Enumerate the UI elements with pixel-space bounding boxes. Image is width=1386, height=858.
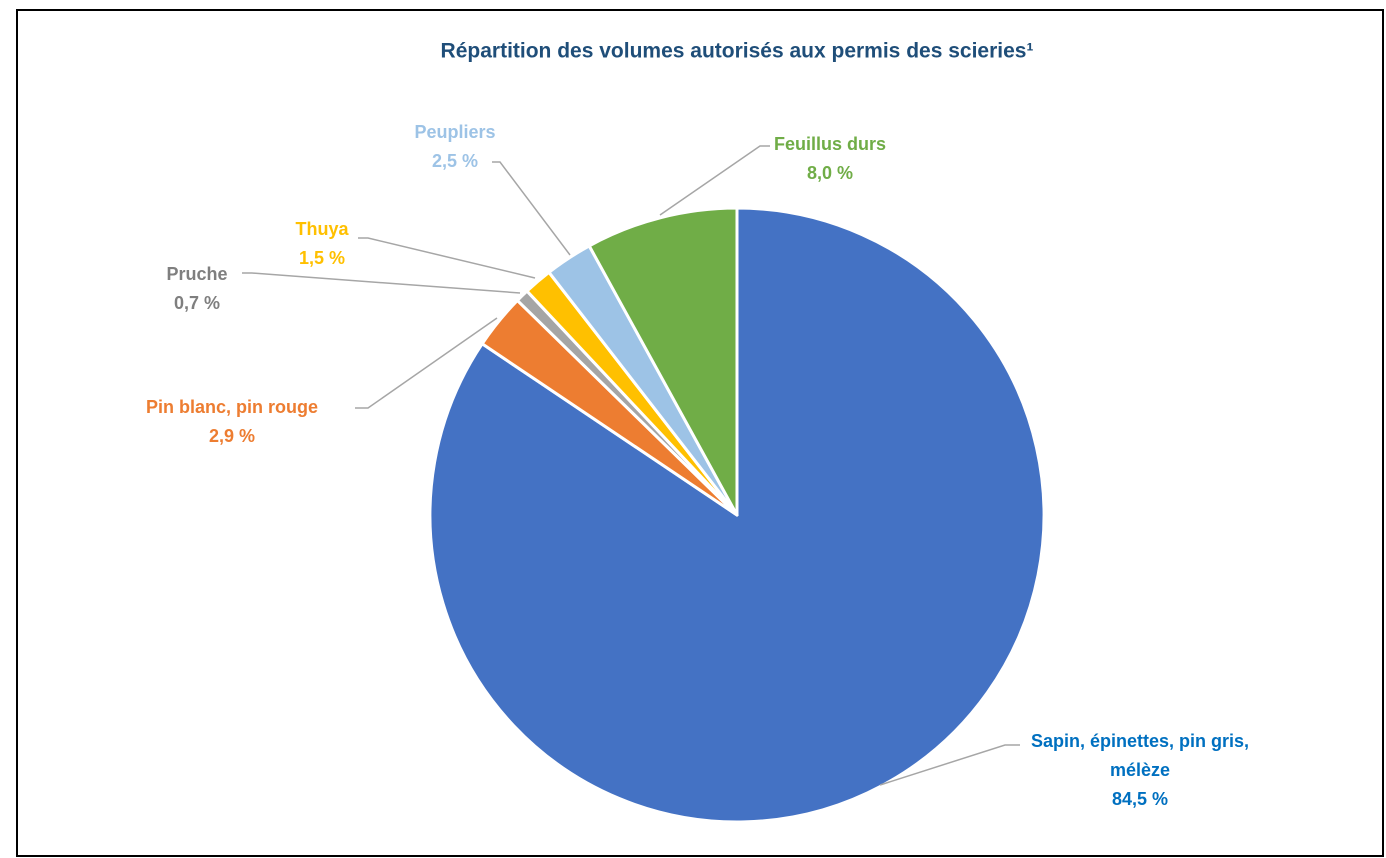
pie-slice: [587, 206, 739, 517]
label-name: Peupliers: [414, 122, 496, 142]
label-name: Sapin, épinettes, pin gris, mélèze: [1030, 731, 1250, 780]
leader-line: [492, 161, 571, 256]
label-value: 2,9 %: [208, 426, 256, 446]
label-value: 84,5 %: [1111, 789, 1169, 809]
data-label: Feuillus durs 8,0 %: [750, 130, 910, 188]
label-name: Thuya: [295, 219, 349, 239]
leader-line: [355, 317, 498, 409]
label-name: Feuillus durs: [773, 134, 887, 154]
leader-line: [242, 272, 521, 294]
data-label: Peupliers 2,5 %: [385, 118, 525, 176]
chart-border: [16, 9, 1384, 857]
label-name: Pruche: [166, 264, 228, 284]
label-value: 0,7 %: [173, 293, 221, 313]
chart-title: Répartition des volumes autorisés aux pe…: [441, 40, 1034, 63]
leader-line: [659, 145, 770, 216]
label-name: Pin blanc, pin rouge: [145, 397, 318, 417]
data-label: Pin blanc, pin rouge 2,9 %: [82, 393, 382, 451]
data-label: Thuya 1,5 %: [262, 215, 382, 273]
label-value: 8,0 %: [806, 163, 854, 183]
leader-line: [358, 237, 536, 279]
data-label: Sapin, épinettes, pin gris, mélèze 84,5 %: [1030, 727, 1250, 814]
label-value: 2,5 %: [431, 151, 479, 171]
label-value: 1,5 %: [298, 248, 346, 268]
data-label: Pruche 0,7 %: [137, 260, 257, 318]
leader-line: [879, 744, 1020, 786]
